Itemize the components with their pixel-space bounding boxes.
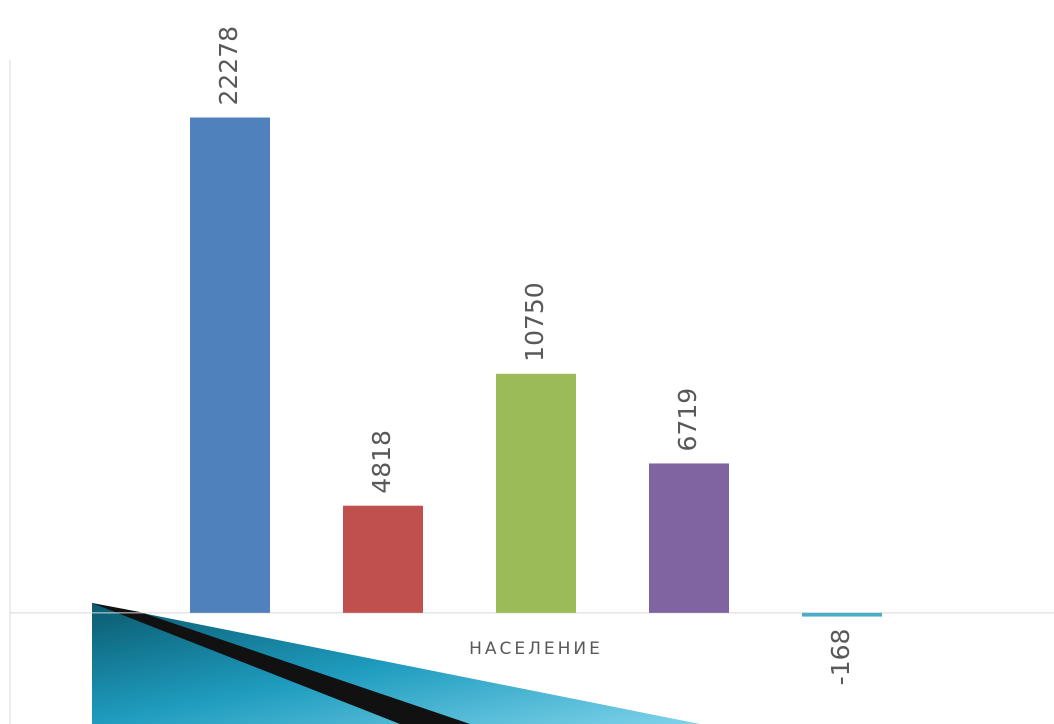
bar — [802, 613, 882, 617]
bar — [343, 506, 423, 613]
bar — [649, 463, 729, 612]
data-label: 6719 — [673, 388, 702, 452]
category-label: НАСЕЛЕНИЕ — [469, 639, 603, 659]
bar — [496, 374, 576, 613]
data-label: 10750 — [520, 282, 549, 362]
data-label: 22278 — [214, 26, 243, 106]
data-label: -168 — [826, 629, 855, 686]
chart: 22278 4818 10750 6719 -168 НАСЕЛЕНИЕ — [0, 0, 1054, 724]
page: 222784818107506719-168НАСЕЛЕНИЕ (() => {… — [0, 0, 1054, 724]
bar — [190, 118, 270, 613]
data-label: 4818 — [367, 430, 396, 494]
